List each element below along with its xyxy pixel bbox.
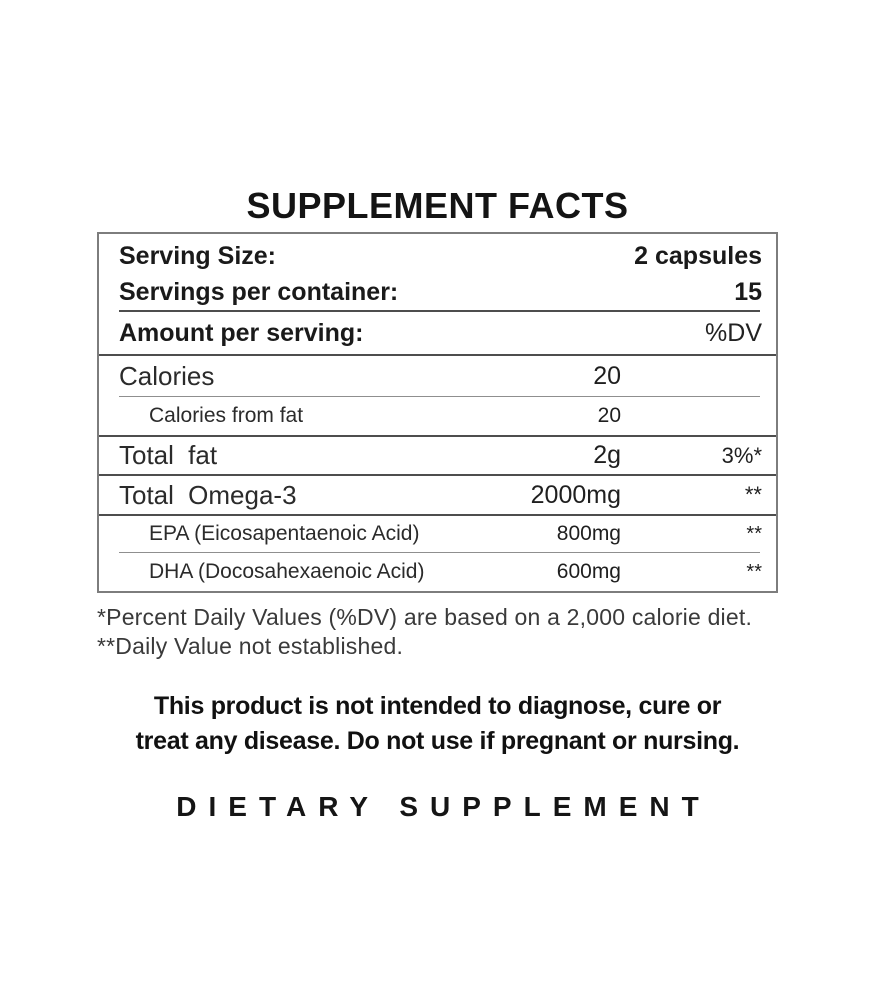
table-row-dha: DHA (Docosahexaenoic Acid) 600mg ** <box>99 553 776 591</box>
supplement-label: SUPPLEMENT FACTS Serving Size: 2 capsule… <box>97 186 778 823</box>
serving-size-row: Serving Size: 2 capsules <box>99 238 776 274</box>
disclaimer-text: This product is not intended to diagnose… <box>97 689 778 759</box>
row-label: DHA (Docosahexaenoic Acid) <box>149 560 425 583</box>
table-row-total-fat: Total fat 2g 3%* <box>99 437 776 474</box>
table-row-calories: Calories 20 <box>99 356 776 396</box>
footnote-line-dv: *Percent Daily Values (%DV) are based on… <box>97 604 753 630</box>
row-label: Calories <box>119 360 215 391</box>
divider <box>119 310 760 312</box>
footnote-line-not-established: **Daily Value not established. <box>97 633 404 659</box>
facts-table: Serving Size: 2 capsules Servings per co… <box>97 232 778 593</box>
row-dv: ** <box>746 522 762 545</box>
serving-size-label: Serving Size: <box>119 241 276 270</box>
row-label: Total Omega-3 <box>119 479 297 510</box>
row-dv: ** <box>744 482 762 507</box>
table-row-calories-from-fat: Calories from fat 20 <box>99 397 776 435</box>
row-value: 20 <box>593 361 621 390</box>
row-label: EPA (Eicosapentaenoic Acid) <box>149 522 420 545</box>
servings-per-container-label: Servings per container: <box>119 277 399 306</box>
servings-per-container-row: Servings per container: 15 <box>99 274 776 310</box>
disclaimer-line-1: This product is not intended to diagnose… <box>153 692 722 720</box>
serving-size-value: 2 capsules <box>634 241 762 270</box>
dv-column-header: %DV <box>705 318 762 347</box>
divider <box>119 552 760 553</box>
row-value: 20 <box>597 404 621 427</box>
table-row-epa: EPA (Eicosapentaenoic Acid) 800mg ** <box>99 516 776 552</box>
divider <box>99 435 776 437</box>
row-dv: 3%* <box>721 442 762 468</box>
product-type-label: DIETARY SUPPLEMENT <box>176 791 711 822</box>
row-value: 800mg <box>556 522 621 545</box>
amount-per-serving-header: Amount per serving: %DV <box>99 312 776 354</box>
row-value: 2g <box>593 441 621 469</box>
row-value: 2000mg <box>530 480 621 509</box>
table-row-total-omega3: Total Omega-3 2000mg ** <box>99 476 776 514</box>
divider <box>119 396 760 397</box>
row-value: 600mg <box>556 560 621 583</box>
divider <box>99 514 776 516</box>
disclaimer-line-2: treat any disease. Do not use if pregnan… <box>135 727 740 755</box>
row-dv: ** <box>746 560 762 583</box>
footnotes: *Percent Daily Values (%DV) are based on… <box>97 603 778 661</box>
divider <box>99 474 776 476</box>
amount-per-serving-label: Amount per serving: <box>119 318 364 347</box>
row-label: Calories from fat <box>149 404 304 427</box>
row-label: Total fat <box>119 440 218 470</box>
servings-per-container-value: 15 <box>734 277 762 306</box>
divider <box>99 354 776 356</box>
supplement-facts-title: SUPPLEMENT FACTS <box>246 185 629 226</box>
